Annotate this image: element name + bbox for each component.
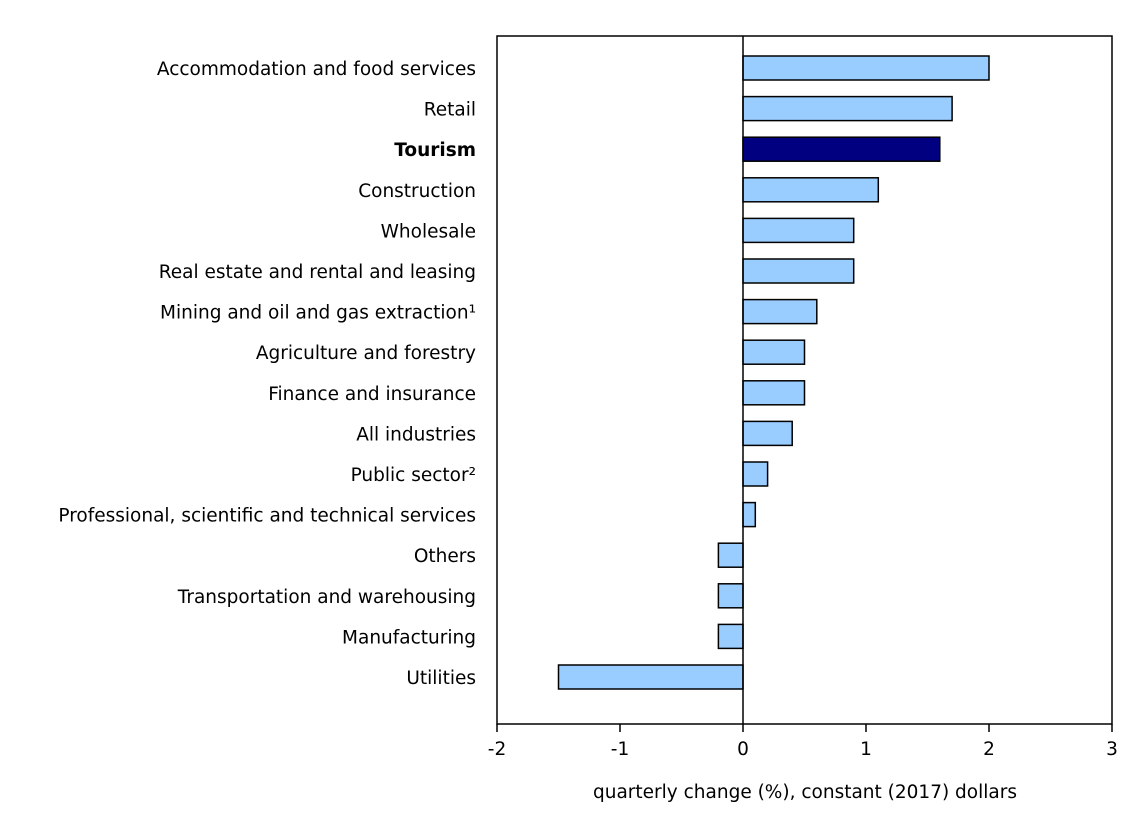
category-label: Manufacturing [342, 627, 476, 648]
bar-agriculture-and-forestry [742, 339, 806, 365]
bar-accommodation-and-food-services [742, 55, 990, 81]
bar-transportation-and-warehousing [717, 583, 744, 609]
x-tick-label: -1 [611, 739, 629, 760]
category-label: Retail [424, 100, 476, 121]
bar-construction [742, 177, 880, 203]
bar-utilities [557, 664, 744, 690]
category-label: Mining and oil and gas extraction¹ [160, 303, 476, 324]
bar-public-sector [742, 461, 769, 487]
category-label: Tourism [394, 140, 476, 161]
x-tick-label: 0 [737, 739, 749, 760]
category-label: Utilities [406, 668, 476, 689]
x-tick-label: -2 [488, 739, 506, 760]
bar-professional-scientific-and-technical-services [742, 501, 757, 528]
category-label: Accommodation and food services [157, 59, 476, 80]
x-tick-label: 3 [1106, 739, 1118, 760]
x-axis-label: quarterly change (%), constant (2017) do… [593, 782, 1017, 803]
bar-manufacturing [717, 623, 744, 650]
category-label: Real estate and rental and leasing [159, 262, 476, 283]
bar-real-estate-and-rental-and-leasing [742, 258, 855, 284]
x-tick-label: 1 [860, 739, 872, 760]
bar-wholesale [742, 217, 855, 244]
bar-retail [742, 95, 953, 122]
category-label: All industries [356, 424, 476, 445]
category-label: Wholesale [381, 221, 476, 242]
category-label: Professional, scientific and technical s… [58, 506, 476, 527]
category-label: Public sector² [351, 465, 476, 486]
bar-mining-and-oil-and-gas-extraction [742, 298, 818, 325]
x-tick-label: 2 [983, 739, 995, 760]
category-label: Transportation and warehousing [177, 587, 476, 608]
category-labels: Accommodation and food services Retail Tou… [58, 59, 476, 689]
category-label: Others [414, 546, 476, 567]
category-label: Agriculture and forestry [256, 343, 476, 364]
plot-frame [496, 35, 1113, 725]
bar-others [717, 542, 744, 568]
bars [557, 55, 990, 690]
x-axis-ticks: -2 -1 0 1 2 3 [488, 724, 1118, 760]
bar-tourism [742, 136, 941, 162]
category-label: Finance and insurance [268, 384, 476, 405]
category-label: Construction [358, 181, 476, 202]
bar-all-industries [742, 420, 793, 447]
bar-finance-and-insurance [742, 380, 806, 406]
